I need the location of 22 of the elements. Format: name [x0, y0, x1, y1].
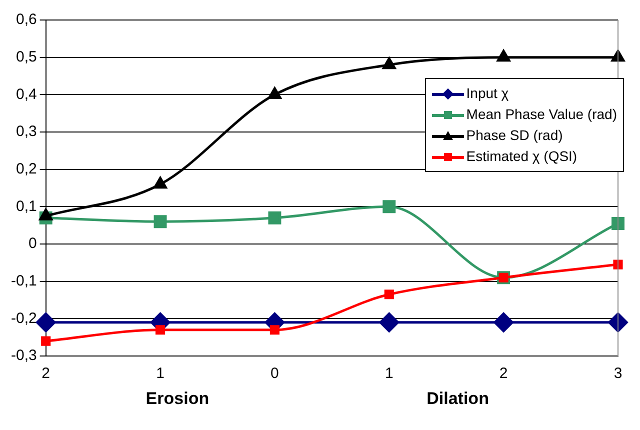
legend-label: Mean Phase Value (rad) [466, 105, 617, 124]
y-tick-label: 0,3 [16, 123, 37, 140]
y-tick-label: -0,3 [10, 347, 37, 364]
text: Erosion [146, 389, 210, 408]
x-tick-label: 0 [270, 365, 279, 382]
legend-label: Phase SD (rad) [466, 126, 563, 145]
y-tick-label: 0,5 [16, 48, 37, 66]
x-tick-label: 1 [384, 365, 394, 382]
x-tick-label: 1 [156, 365, 164, 382]
y-tick-label: 0 [28, 235, 37, 252]
y-tick-label: 0,1 [16, 198, 37, 215]
y-tick-label: -0,1 [10, 272, 37, 290]
x-tick-label: 2 [499, 365, 508, 382]
y-tick-label: -0,2 [10, 310, 37, 327]
text: Dilation [426, 389, 489, 408]
x-tick-label: 2 [42, 365, 50, 382]
y-tick-label: 0,6 [16, 11, 37, 28]
y-tick-label: 0,4 [16, 86, 37, 103]
legend-label: Input χ [466, 84, 509, 103]
y-tick-label: 0,2 [16, 160, 37, 178]
legend-label: Estimated χ (QSI) [466, 147, 578, 166]
x-tick-label: 3 [614, 365, 622, 382]
